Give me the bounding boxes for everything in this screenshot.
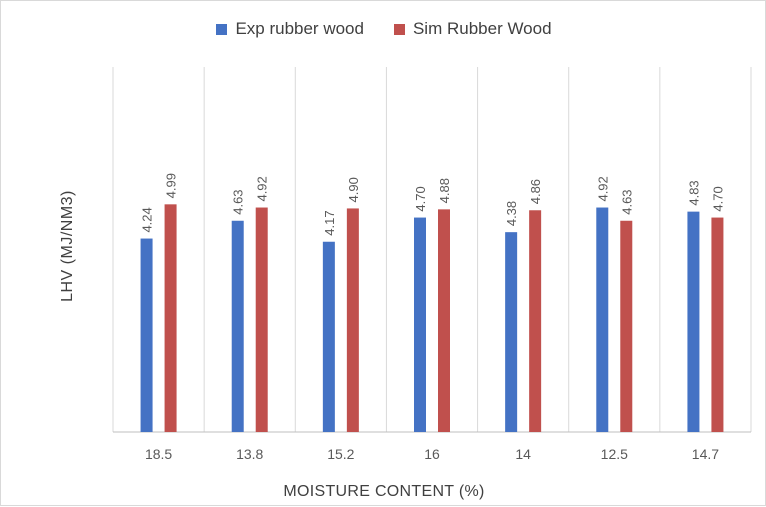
data-label-exp: 4.83 [686,180,701,205]
data-label-exp: 4.92 [595,176,610,201]
x-tick-label: 15.2 [327,446,354,462]
data-label-sim: 4.70 [710,186,725,211]
bar-exp [687,211,700,432]
data-label-exp: 4.70 [413,186,428,211]
legend-swatch-sim [393,23,405,35]
x-tick-label: 14.7 [692,446,719,462]
bar-exp [322,241,335,432]
legend-item-exp: Exp rubber wood [216,19,364,39]
bar-sim [255,207,268,432]
data-label-sim: 4.88 [437,178,452,203]
data-label-exp: 4.38 [504,201,519,226]
data-label-sim: 4.99 [164,173,179,198]
bar-sim [529,210,542,432]
data-label-exp: 4.17 [322,210,337,235]
bar-exp [414,217,426,432]
bar-exp [231,220,244,432]
data-label-exp: 4.63 [231,189,246,214]
data-label-sim: 4.63 [619,189,634,214]
legend: Exp rubber wood Sim Rubber Wood [1,19,766,39]
bar-sim [346,208,359,432]
bar-sim [164,204,177,432]
bar-exp [140,238,153,432]
x-tick-label: 12.5 [601,446,628,462]
data-label-sim: 4.90 [346,177,361,202]
x-tick-label: 16 [424,446,440,462]
data-label-exp: 4.24 [140,207,155,232]
bar-sim [711,217,724,432]
x-axis-label: MOISTURE CONTENT (%) [283,483,485,500]
legend-label-exp: Exp rubber wood [235,19,364,38]
x-tick-label: 13.8 [236,446,263,462]
bar-exp [596,207,609,432]
bar-sim [620,220,633,432]
legend-item-sim: Sim Rubber Wood [393,19,552,39]
bar-exp [505,232,518,432]
legend-swatch-exp [216,23,228,35]
legend-label-sim: Sim Rubber Wood [412,19,552,38]
data-label-sim: 4.92 [255,176,270,201]
x-tick-label: 18.5 [145,446,172,462]
x-tick-label: 14 [515,446,531,462]
data-label-sim: 4.86 [528,179,543,204]
bar-sim [438,209,450,432]
